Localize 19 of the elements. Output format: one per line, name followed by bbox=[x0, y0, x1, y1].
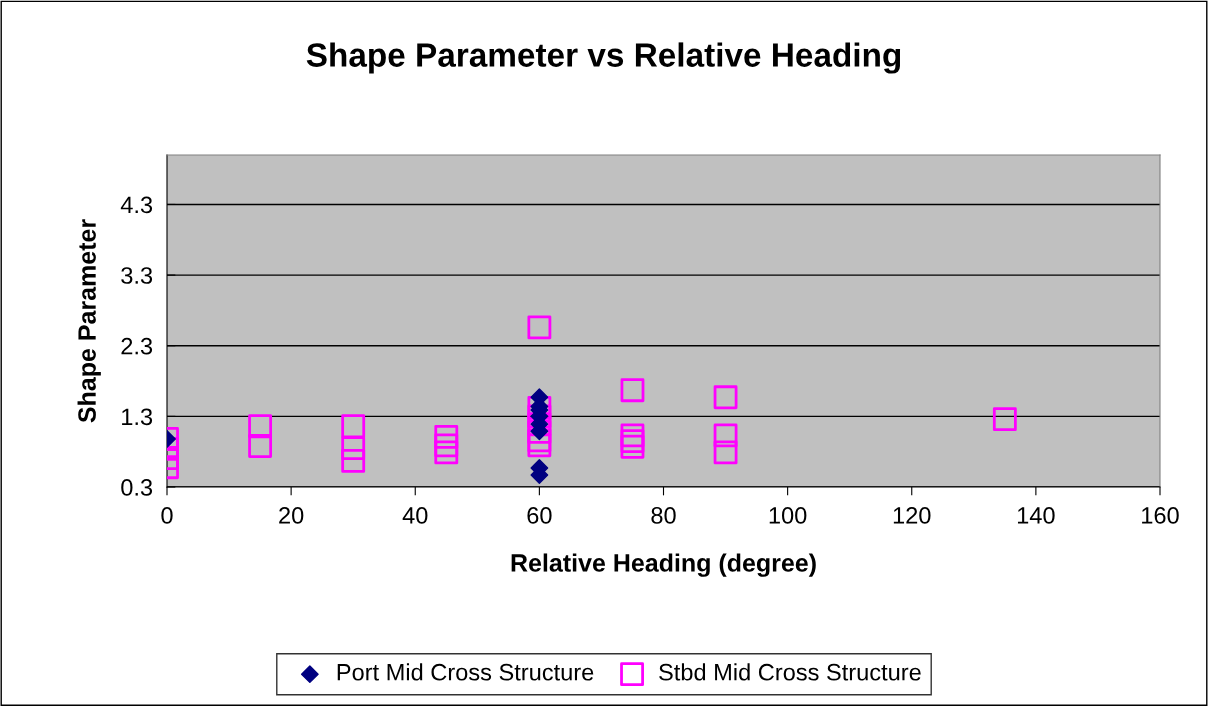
x-tick-label: 20 bbox=[279, 507, 304, 524]
x-tick-label: 140 bbox=[1017, 507, 1055, 524]
x-tick-label: 0 bbox=[161, 507, 173, 524]
x-tick-label: 120 bbox=[893, 507, 931, 524]
x-tick-label: 100 bbox=[769, 507, 807, 524]
chart-title: Shape Parameter vs Relative Heading bbox=[306, 42, 901, 74]
y-axis-title: Shape Parameter bbox=[77, 219, 101, 423]
x-tick-label: 80 bbox=[651, 507, 676, 524]
y-tick-label: 4.3 bbox=[120, 196, 153, 214]
x-tick-label: 40 bbox=[402, 507, 428, 524]
y-tick-label: 3.3 bbox=[121, 267, 153, 284]
x-axis-title: Relative Heading (degree) bbox=[511, 553, 816, 577]
legend-label: Stbd Mid Cross Structure bbox=[659, 663, 921, 681]
y-tick-label: 0.3 bbox=[121, 479, 153, 496]
y-tick-label: 1.3 bbox=[122, 408, 153, 426]
x-tick-label: 60 bbox=[527, 507, 552, 524]
y-tick-label: 2.3 bbox=[121, 337, 153, 355]
x-tick-label: 160 bbox=[1142, 507, 1179, 524]
legend-label: Port Mid Cross Structure bbox=[337, 663, 594, 681]
